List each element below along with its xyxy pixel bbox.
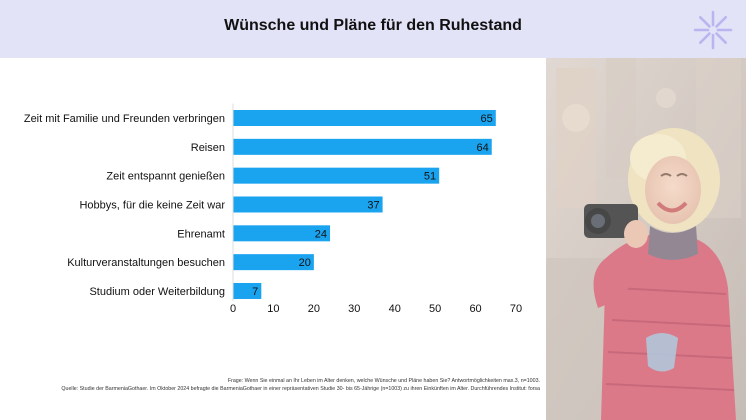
value-label: 20 [299,257,311,269]
value-label: 37 [367,199,379,211]
value-label: 65 [481,113,493,125]
category-label: Ehrenamt [177,228,225,240]
x-tick-label: 70 [510,303,522,315]
category-label: Hobbys, für die keine Zeit war [79,199,225,211]
value-label: 64 [476,142,488,154]
logo-ray [698,32,711,45]
bar [233,167,440,184]
bar [233,254,314,271]
value-label: 51 [424,171,436,183]
x-tick-label: 20 [308,303,320,315]
bar [233,225,331,242]
x-tick-label: 40 [389,303,401,315]
category-label: Studium oder Weiterbildung [89,286,225,298]
bar [233,138,492,155]
logo-ray [715,15,728,28]
x-tick-label: 10 [267,303,279,315]
category-label: Reisen [191,142,225,154]
header-bar: Wünsche und Pläne für den Ruhestand [0,0,746,58]
bar-chart: Zeit mit Familie und Freunden verbringen… [24,103,522,315]
x-tick-label: 30 [348,303,360,315]
page-title: Wünsche und Pläne für den Ruhestand [224,17,522,34]
asterisk-burst-icon [693,10,733,50]
footnote-question: Frage: Wenn Sie einmal an Ihr Leben im A… [227,378,540,384]
category-label: Kulturveranstaltungen besuchen [67,257,225,269]
category-label: Zeit mit Familie und Freunden verbringen [24,113,225,125]
x-tick-label: 0 [230,303,236,315]
footnote-source: Quelle: Studie der BarmeniaGothaer. Im O… [61,386,540,392]
bar [233,110,496,126]
x-tick-label: 60 [469,303,481,315]
logo-ray [715,32,728,45]
bar [233,282,262,299]
value-label: 7 [252,286,258,298]
category-label: Zeit entspannt genießen [106,171,225,183]
x-tick-label: 50 [429,303,441,315]
value-label: 24 [315,228,327,240]
senior-woman-photo [546,58,746,420]
logo-ray [698,15,711,28]
bar [233,196,383,213]
